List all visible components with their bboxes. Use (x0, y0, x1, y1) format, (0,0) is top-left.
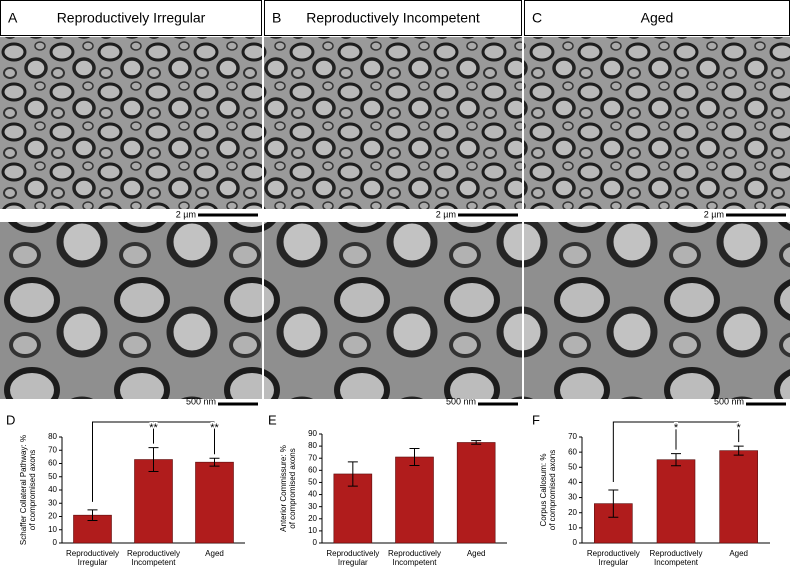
y-tick-label: 10 (568, 523, 577, 532)
x-tick-label: Aged (729, 549, 748, 558)
panel-header (0, 0, 262, 36)
significance-label: * (674, 422, 679, 434)
y-tick-label: 40 (308, 490, 317, 499)
panel-title: Aged (641, 10, 674, 26)
y-axis-label: of compromised axons (28, 450, 37, 530)
y-tick-label: 80 (308, 441, 317, 450)
y-tick-label: 60 (48, 459, 57, 468)
bar (456, 442, 496, 544)
scale-label: 2 µm (704, 209, 724, 219)
error-bar (671, 453, 681, 467)
significance-label: ** (210, 422, 219, 434)
scale-label: 500 nm (446, 396, 476, 406)
micrograph (264, 222, 522, 399)
panel-header (264, 0, 522, 36)
chart-letter: D (6, 412, 15, 427)
panel-title: Reproductively Incompetent (306, 10, 480, 26)
panel-letter: A (8, 10, 18, 26)
y-tick-label: 20 (48, 512, 57, 521)
error-bar (87, 509, 98, 521)
chart-letter: E (268, 412, 277, 427)
y-tick-label: 90 (308, 429, 317, 438)
y-tick-label: 70 (568, 432, 577, 441)
x-tick-label: Reproductively Irregular (586, 549, 640, 567)
y-tick-label: 30 (308, 502, 317, 511)
y-tick-label: 60 (308, 465, 317, 474)
error-bar (148, 447, 159, 472)
panel-title: Reproductively Irregular (57, 10, 206, 26)
y-axis-label: of compromised axons (548, 450, 557, 530)
panel-letter: B (272, 10, 281, 26)
micrograph (524, 37, 790, 209)
micrograph (264, 37, 522, 209)
y-axis-label: Corpus Callosum: % (539, 454, 548, 527)
chart-letter: F (532, 412, 540, 427)
y-axis-label: Schaffer Collateral Pathway: % (19, 435, 28, 545)
significance-bracket (612, 421, 739, 482)
y-tick-label: 50 (48, 472, 57, 481)
scale-label: 2 µm (436, 209, 456, 219)
y-tick-label: 80 (48, 432, 57, 441)
scale-label: 2 µm (176, 209, 196, 219)
error-bar (608, 489, 619, 518)
micrograph (0, 37, 262, 209)
y-tick-label: 0 (53, 538, 58, 547)
y-tick-label: 50 (308, 478, 317, 487)
y-tick-label: 0 (313, 538, 318, 547)
error-bar (733, 445, 744, 456)
y-tick-label: 70 (308, 453, 317, 462)
panel-letter: C (532, 10, 542, 26)
error-bar (347, 461, 358, 487)
y-tick-label: 20 (308, 514, 317, 523)
error-bar (209, 457, 220, 467)
significance-label: ** (149, 422, 158, 434)
x-tick-label: Aged (466, 549, 486, 558)
y-axis-label: Anterior Commissure: % (279, 445, 288, 532)
y-tick-label: 10 (308, 526, 317, 535)
y-tick-label: 30 (568, 493, 577, 502)
bar (656, 459, 696, 544)
micrograph (524, 222, 790, 399)
x-tick-label: Reproductively Incompetent (649, 549, 703, 567)
y-tick-label: 60 (568, 447, 577, 456)
bar (719, 450, 758, 544)
bar (395, 456, 434, 544)
y-tick-label: 0 (573, 538, 578, 547)
y-tick-label: 40 (568, 478, 577, 487)
y-tick-label: 70 (48, 445, 57, 454)
panel-header (524, 0, 790, 36)
x-tick-label: Aged (205, 549, 224, 558)
scale-label: 500 nm (714, 396, 744, 406)
micrograph (0, 222, 262, 399)
significance-bracket (92, 421, 215, 502)
significance-label: * (737, 422, 742, 434)
y-tick-label: 50 (568, 462, 577, 471)
error-bar (471, 440, 482, 445)
bar (195, 461, 234, 544)
y-tick-label: 20 (568, 508, 577, 517)
x-tick-label: Reproductively Irregular (326, 549, 380, 567)
y-axis-label: of compromised axons (288, 448, 297, 528)
error-bar (409, 448, 420, 466)
scale-label: 500 nm (186, 396, 216, 406)
y-tick-label: 40 (48, 485, 57, 494)
y-tick-label: 30 (48, 498, 57, 507)
bar (134, 459, 173, 544)
y-tick-label: 10 (48, 525, 57, 534)
x-tick-label: Reproductively Incompetent (388, 549, 441, 567)
x-tick-label: Reproductively Incompetent (127, 549, 180, 567)
x-tick-label: Reproductively Irregular (66, 549, 119, 567)
